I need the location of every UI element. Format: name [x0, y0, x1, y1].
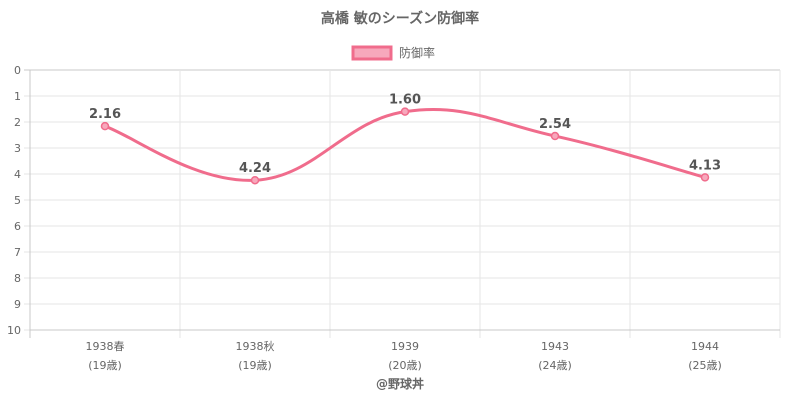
data-point — [250, 175, 260, 185]
y-tick-label: 1 — [14, 90, 21, 103]
y-tick-label: 0 — [14, 64, 21, 77]
series-era: 2.16 4.24 1.60 2.54 4.13 — [89, 93, 721, 185]
x-tick-label: (19歳) — [238, 359, 272, 372]
data-point — [700, 173, 710, 182]
x-tick-label: 1943 — [541, 340, 569, 353]
y-tick-label: 7 — [14, 246, 21, 259]
x-tick-label: 1938秋 — [236, 339, 275, 353]
chart-title: 高橋 敏のシーズン防御率 — [321, 10, 479, 27]
data-label: 1.60 — [389, 93, 421, 108]
y-tick-label: 10 — [7, 324, 21, 337]
grid — [24, 69, 781, 338]
data-label: 4.24 — [239, 161, 271, 176]
y-axis: 0 1 2 3 4 5 6 7 8 9 10 — [7, 64, 21, 337]
legend-label: 防御率 — [399, 45, 435, 60]
series-line — [104, 107, 706, 182]
y-tick-label: 8 — [14, 272, 21, 285]
data-label: 2.16 — [89, 107, 121, 122]
data-label: 4.13 — [689, 158, 721, 173]
y-tick-label: 2 — [14, 116, 21, 129]
x-axis: 1938春 (19歳) 1938秋 (19歳) 1939 (20歳) 1943 (24歳) 19… — [86, 339, 722, 372]
x-tick-label: 1944 — [691, 340, 719, 353]
y-tick-label: 6 — [14, 220, 21, 233]
x-tick-label: 1938春 — [86, 340, 125, 353]
x-tick-label: (24歳) — [538, 359, 572, 372]
legend[interactable]: 防御率 — [351, 45, 435, 61]
x-tick-label: (20歳) — [388, 359, 422, 372]
data-label: 2.54 — [539, 117, 571, 132]
y-tick-label: 3 — [14, 142, 21, 155]
data-point — [400, 107, 410, 116]
y-tick-label: 9 — [14, 298, 21, 311]
legend-swatch — [351, 45, 393, 61]
x-tick-label: 1939 — [391, 340, 419, 353]
data-point — [550, 131, 560, 141]
data-point — [100, 121, 110, 131]
x-tick-label: (19歳) — [88, 359, 122, 372]
x-tick-label: (25歳) — [688, 359, 722, 372]
credit-text: @野球丼 — [376, 376, 424, 391]
y-tick-label: 4 — [14, 168, 21, 181]
y-tick-label: 5 — [14, 194, 21, 207]
